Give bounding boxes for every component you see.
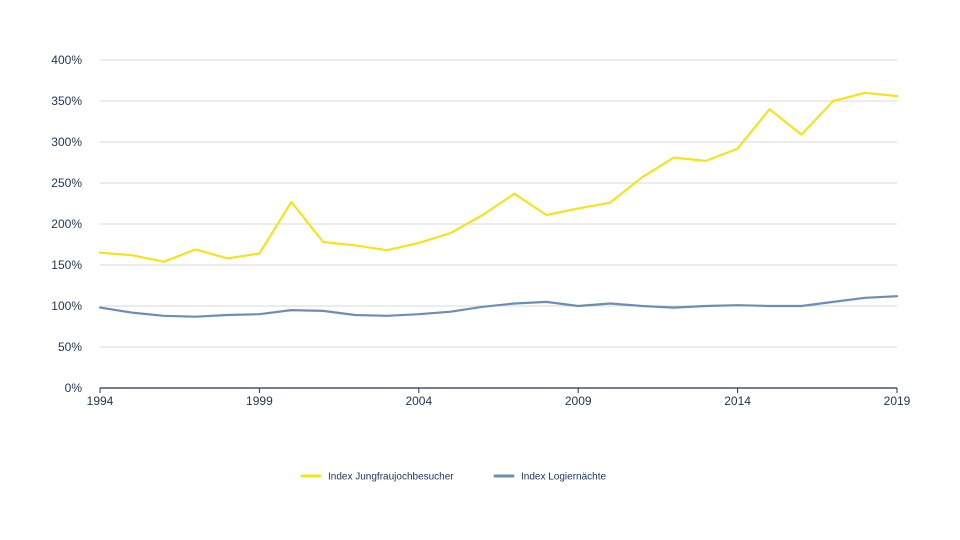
grid-lines (100, 59, 897, 348)
x-tick-label: 2009 (565, 394, 592, 408)
y-tick-label: 250% (51, 176, 82, 190)
y-tick-label: 300% (51, 135, 82, 149)
x-tick-label: 2019 (884, 394, 911, 408)
legend-label-1: Index Jungfraujochbesucher (328, 472, 454, 483)
legend-label-2: Index Logiernächte (521, 472, 607, 483)
y-tick-label: 100% (51, 299, 82, 313)
x-axis-tick-labels: 1994 1999 2004 2009 2014 2019 (87, 388, 911, 408)
y-tick-label: 150% (51, 258, 82, 272)
legend: Index Jungfraujochbesucher Index Logiernä… (300, 472, 607, 483)
x-tick-label: 1994 (87, 394, 114, 408)
y-axis-tick-labels: 0% 50% 100% 150% 200% 250% 300% 350% 400% (51, 53, 82, 395)
x-tick-label: 2004 (405, 394, 432, 408)
x-tick-label: 2014 (724, 394, 751, 408)
y-tick-label: 200% (51, 217, 82, 231)
y-tick-label: 0% (65, 381, 83, 395)
series-line-1 (98, 91, 899, 263)
x-tick-label: 1999 (246, 394, 273, 408)
y-tick-label: 50% (58, 340, 82, 354)
series-lines (98, 91, 899, 318)
series-line-2 (98, 295, 899, 318)
y-tick-label: 400% (51, 53, 82, 67)
y-tick-label: 350% (51, 94, 82, 108)
